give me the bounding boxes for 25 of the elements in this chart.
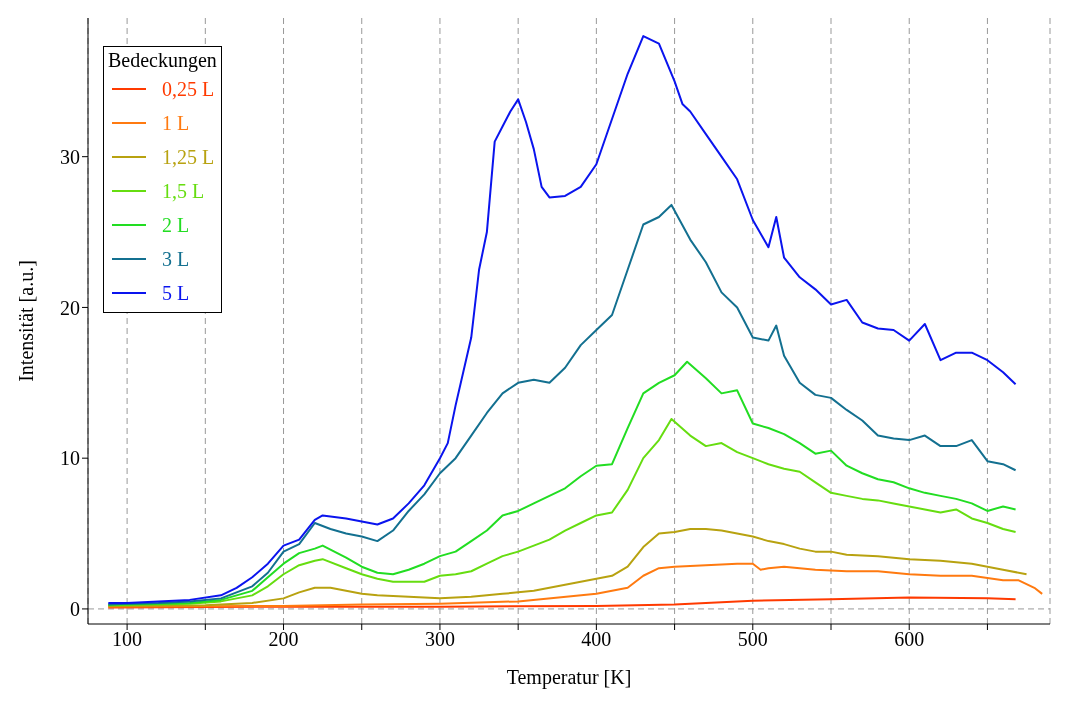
- legend-label: 5 L: [162, 281, 190, 305]
- y-tick-label: 20: [60, 296, 80, 319]
- y-tick-label: 30: [60, 145, 80, 168]
- x-tick-label: 100: [112, 628, 143, 651]
- x-tick-label: 400: [581, 628, 612, 651]
- x-tick-label: 200: [268, 628, 299, 651]
- line-series: [107, 417, 1017, 607]
- y-tick-label: 0: [70, 598, 80, 621]
- y-axis-title: Intensität [a.u.]: [15, 260, 38, 382]
- x-tick-label: 600: [894, 628, 925, 651]
- legend-label: 1,25 L: [162, 145, 215, 169]
- legend-label: 3 L: [162, 247, 190, 271]
- y-tick-label: 10: [60, 447, 80, 470]
- legend-label: 1,5 L: [162, 179, 205, 203]
- legend-label: 1 L: [162, 111, 190, 135]
- x-axis-title: Temperatur [K]: [506, 666, 632, 689]
- line-series: [107, 203, 1017, 606]
- line-series: [107, 35, 1017, 604]
- x-tick-label: 500: [737, 628, 768, 651]
- x-tick-label: 300: [424, 628, 455, 651]
- line-series: [107, 562, 1044, 608]
- line-series: [107, 528, 1028, 607]
- legend-label: 2 L: [162, 213, 190, 237]
- legend-title: Bedeckungen: [108, 49, 217, 72]
- legend-label: 0,25 L: [162, 77, 215, 101]
